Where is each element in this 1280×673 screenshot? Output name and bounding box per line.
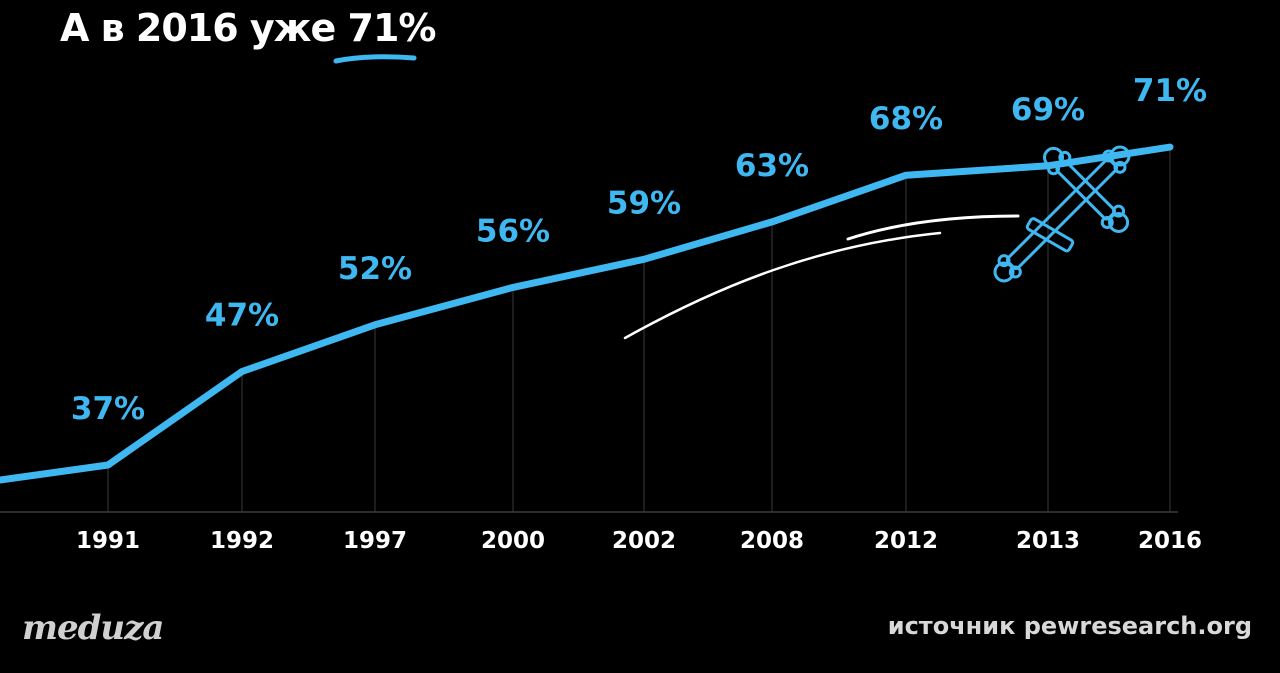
data-label: 63% (735, 148, 809, 184)
data-label: 68% (869, 101, 943, 137)
x-tick-label: 1992 (210, 528, 274, 554)
data-label: 56% (476, 213, 550, 249)
x-tick-label: 2002 (612, 528, 676, 554)
meduza-logo: meduza (22, 608, 164, 648)
page-title: А в 2016 уже 71% (60, 6, 437, 50)
x-tick-label: 1991 (76, 528, 140, 554)
title-underline (333, 54, 417, 64)
doodle-stroke-2 (846, 214, 1020, 241)
decorative-strokes (623, 214, 1020, 340)
x-tick-label: 2000 (481, 528, 545, 554)
x-tick-label: 2008 (740, 528, 804, 554)
title-highlight: 71% (347, 6, 437, 50)
data-label: 52% (338, 251, 412, 287)
x-tick-label: 2012 (874, 528, 938, 554)
title-prefix: А в 2016 уже (60, 6, 336, 50)
source-caption: источник pewresearch.org (887, 612, 1252, 640)
data-label: 71% (1133, 73, 1207, 109)
x-tick-label: 2013 (1016, 528, 1080, 554)
x-tick-label: 2016 (1138, 528, 1202, 554)
data-label: 37% (71, 391, 145, 427)
data-label: 69% (1011, 92, 1085, 128)
doodle-stroke-1 (623, 231, 942, 340)
orthodox-cross-icon (993, 145, 1131, 283)
data-label: 59% (607, 185, 681, 221)
x-tick-label: 1997 (343, 528, 407, 554)
data-label: 47% (205, 298, 279, 334)
series-line (0, 143, 1174, 484)
